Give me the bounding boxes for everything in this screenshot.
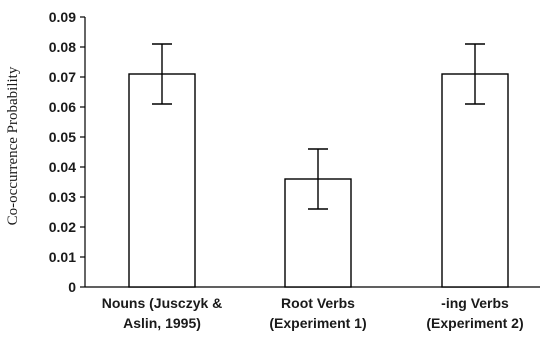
y-tick-label: 0.05: [49, 129, 76, 145]
bar: [441, 73, 509, 288]
x-axis-categories: Nouns (Jusczyk & Aslin, 1995) Root Verbs (E…: [102, 295, 524, 331]
y-tick-label: 0.03: [49, 189, 76, 205]
error-bars: [152, 43, 485, 210]
x-category-label: Nouns (Jusczyk &: [102, 295, 223, 311]
bar: [128, 73, 196, 288]
y-tick-label: 0.07: [49, 69, 76, 85]
y-tick-label: 0.01: [49, 249, 76, 265]
x-category-label: (Experiment 1): [269, 315, 366, 331]
y-tick-label: 0: [68, 279, 76, 295]
x-category-label: -ing Verbs: [441, 295, 509, 311]
y-tick-label: 0.06: [49, 99, 76, 115]
bars: [128, 73, 509, 288]
y-axis: 0 0.01 0.02 0.03 0.04 0.05 0.06 0.07 0.08 0.09: [49, 9, 540, 295]
x-category-label: (Experiment 2): [426, 315, 523, 331]
y-tick-label: 0.04: [49, 159, 76, 175]
y-axis-title: Co-occurrence Probability: [5, 66, 21, 225]
y-tick-label: 0.09: [49, 9, 76, 25]
x-category-label: Aslin, 1995): [123, 315, 201, 331]
x-category-label: Root Verbs: [281, 295, 355, 311]
y-tick-label: 0.02: [49, 219, 76, 235]
y-tick-label: 0.08: [49, 39, 76, 55]
